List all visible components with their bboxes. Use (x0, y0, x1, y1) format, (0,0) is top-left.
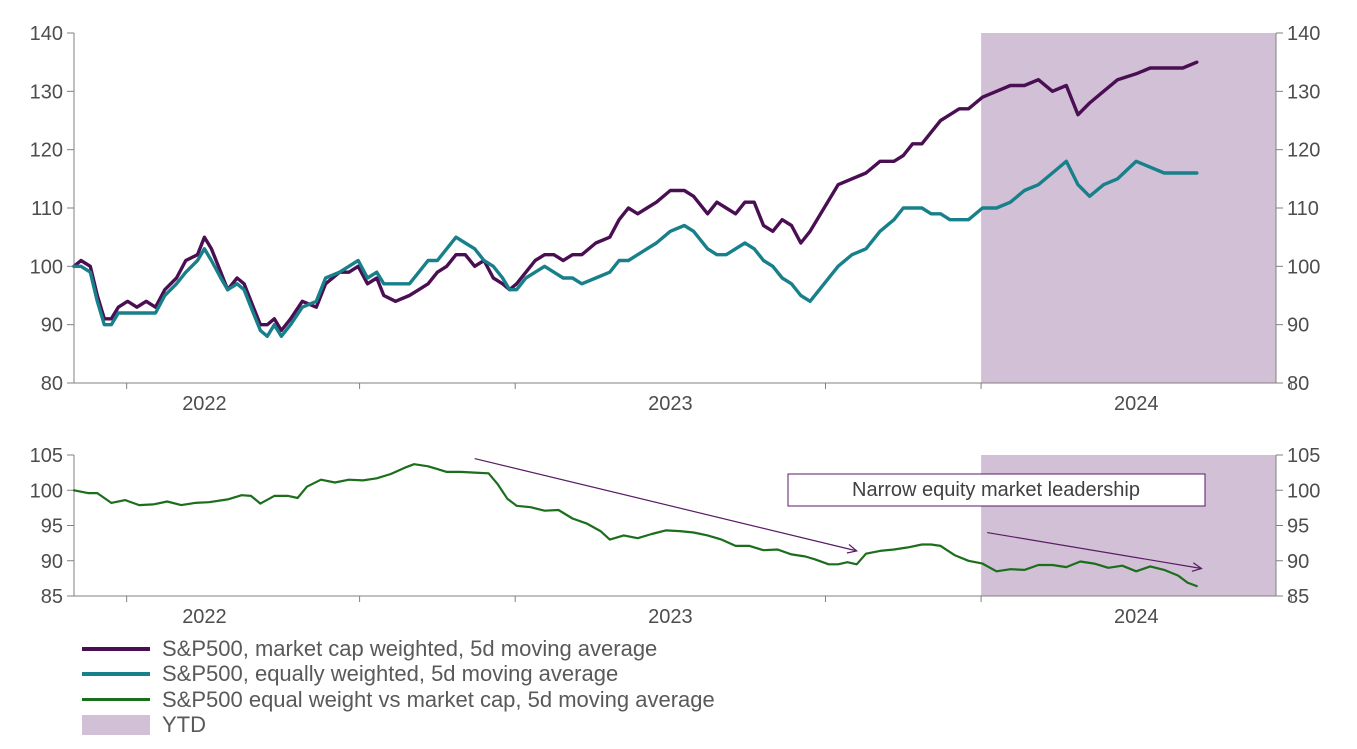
bottom-y-label-right: 95 (1287, 516, 1309, 538)
bottom-year-label: 2022 (182, 606, 227, 628)
top-y-label-left: 120 (30, 140, 63, 162)
top-year-label: 2022 (182, 393, 227, 415)
top-y-label-right: 140 (1287, 23, 1320, 45)
top-series-line-2 (72, 159, 1199, 338)
top-y-label-right: 120 (1287, 140, 1320, 162)
top-y-label-left: 110 (31, 198, 63, 220)
top-y-label-right: 90 (1287, 315, 1309, 337)
bottom-y-label-left: 95 (41, 516, 63, 538)
legend-label-ytd: YTD (162, 712, 206, 738)
legend-item-market-cap: S&P500, market cap weighted, 5d moving a… (82, 636, 715, 662)
bottom-y-label-right: 90 (1287, 551, 1309, 573)
top-ytd-band (981, 33, 1276, 383)
legend-swatch-market-cap (82, 646, 150, 651)
top-y-label-right: 130 (1287, 81, 1320, 103)
trend-arrow-1 (474, 457, 857, 552)
legend-label-market-cap: S&P500, market cap weighted, 5d moving a… (162, 635, 658, 661)
trend-arrow-1-head (846, 544, 859, 554)
top-y-label-right: 80 (1287, 373, 1309, 395)
legend-swatch-ytd (82, 715, 150, 736)
bottom-y-label-left: 90 (41, 551, 63, 573)
trend-arrow-2-head (1191, 562, 1203, 572)
legend-swatch-ratio (82, 698, 150, 702)
bottom-y-label-left: 85 (41, 586, 63, 608)
top-y-label-left: 130 (30, 81, 63, 103)
legend-item-equal-weight: S&P500, equally weighted, 5d moving aver… (82, 661, 715, 688)
annotation-text: Narrow equity market leadership (852, 479, 1140, 501)
top-y-label-left: 90 (41, 315, 63, 337)
trend-arrow-2 (987, 531, 1202, 570)
bottom-y-label-right: 100 (1287, 480, 1320, 502)
top-y-label-right: 110 (1287, 198, 1319, 220)
legend-item-ratio: S&P500 equal weight vs market cap, 5d mo… (82, 687, 715, 713)
top-y-label-right: 100 (1287, 256, 1320, 278)
annotation-box (787, 473, 1206, 507)
legend-label-ratio: S&P500 equal weight vs market cap, 5d mo… (162, 686, 715, 712)
top-year-label: 2024 (1114, 393, 1159, 415)
chart-canvas: 80 80 90 90 100 100 110 110 120 120 130 130 140 140 20… (30, 23, 1321, 628)
top-y-label-left: 80 (41, 373, 63, 395)
legend-swatch-equal-weight (82, 672, 150, 677)
bottom-panel: 85 85 90 90 95 95 100 100 105 105 2022 2023 2024 (30, 445, 1321, 628)
top-panel: 80 80 90 90 100 100 110 110 120 120 130 130 140 140 20… (30, 23, 1321, 415)
legend: S&P500, market cap weighted, 5d moving a… (82, 636, 715, 738)
bottom-y-label-right: 85 (1287, 586, 1309, 608)
bottom-series-line-1 (72, 463, 1198, 588)
bottom-y-label-left: 100 (30, 480, 63, 502)
bottom-year-label: 2024 (1114, 606, 1159, 628)
top-year-label: 2023 (648, 393, 693, 415)
top-y-label-left: 140 (30, 23, 63, 45)
bottom-y-label-right: 105 (1287, 445, 1320, 467)
bottom-year-label: 2023 (648, 606, 693, 628)
bottom-y-label-left: 105 (30, 445, 63, 467)
annotation-layer: Narrow equity market leadership (787, 473, 1206, 507)
legend-label-equal-weight: S&P500, equally weighted, 5d moving aver… (162, 661, 619, 687)
top-y-label-left: 100 (30, 256, 63, 278)
legend-item-ytd: YTD (82, 712, 715, 739)
